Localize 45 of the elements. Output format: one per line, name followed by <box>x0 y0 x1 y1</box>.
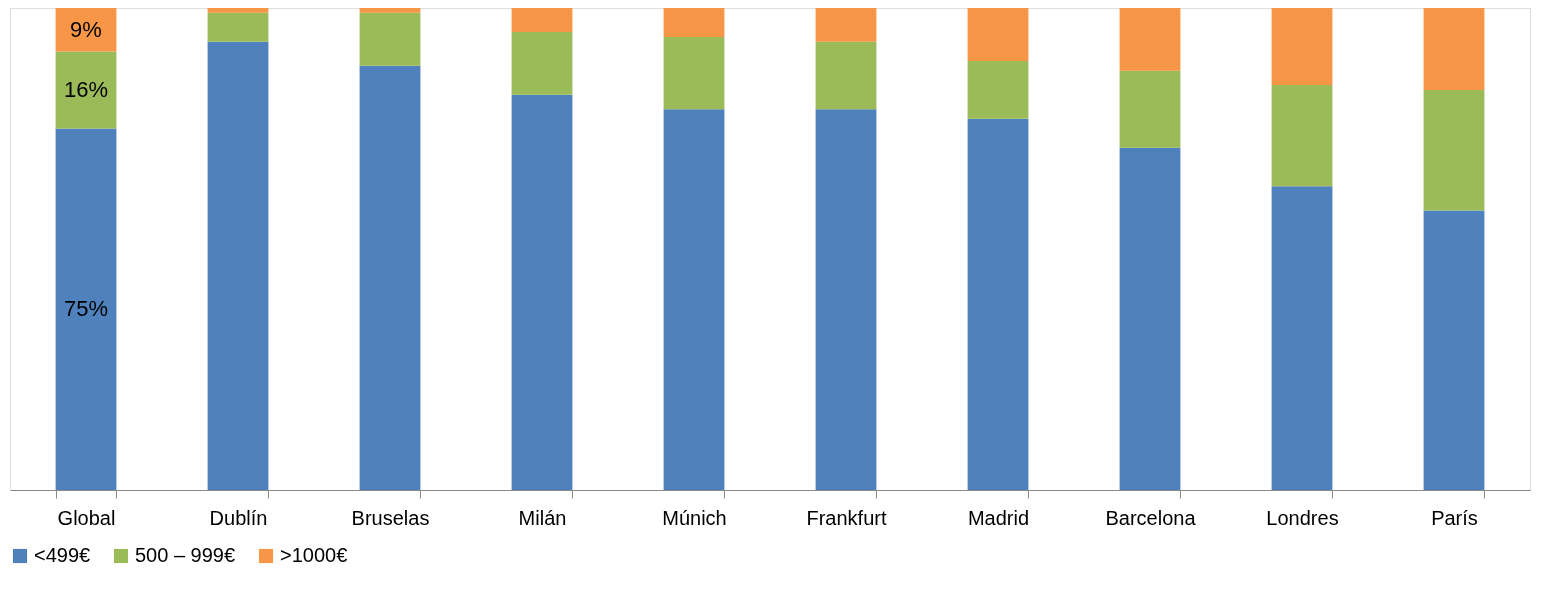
data-label: 9% <box>70 16 102 42</box>
legend-label: 500 – 999€ <box>135 544 236 566</box>
bar <box>815 109 877 490</box>
bar <box>359 8 421 13</box>
bar <box>1119 8 1181 71</box>
data-label: 75% <box>63 296 109 322</box>
bar <box>967 8 1029 62</box>
x-tick-label: Frankfurt <box>806 506 887 529</box>
bar <box>1423 210 1485 490</box>
bar <box>207 12 269 42</box>
x-tick-label: París <box>1431 506 1478 529</box>
x-tick-label: Bruselas <box>351 506 430 529</box>
legend-label: >1000€ <box>280 544 348 566</box>
x-tick-label: Milán <box>518 506 567 529</box>
bar <box>1271 8 1333 86</box>
bar <box>511 32 573 95</box>
bar <box>207 8 269 13</box>
bar <box>1271 85 1333 187</box>
bar <box>1423 89 1485 211</box>
x-tick-label: Dublín <box>209 506 268 529</box>
data-label: 16% <box>63 76 109 102</box>
x-tick-label: Múnich <box>662 506 727 529</box>
bar <box>55 128 117 490</box>
bar <box>1271 186 1333 490</box>
bar <box>1423 8 1485 90</box>
x-tick-label: Londres <box>1266 506 1339 529</box>
bar <box>1119 147 1181 490</box>
x-tick-label: Global <box>57 506 116 529</box>
bar <box>1119 70 1181 148</box>
bar <box>967 61 1029 119</box>
bar <box>815 41 877 110</box>
x-tick-label: Barcelona <box>1105 506 1197 529</box>
bar <box>359 65 421 490</box>
bar <box>511 94 573 490</box>
bar <box>359 12 421 66</box>
bar <box>663 109 725 490</box>
legend-label: <499€ <box>34 544 91 566</box>
bar <box>207 41 269 490</box>
x-tick-label: Madrid <box>967 506 1030 529</box>
bar <box>511 8 573 33</box>
bar <box>815 8 877 42</box>
bar <box>55 51 117 129</box>
bar <box>663 8 725 37</box>
bar <box>663 36 725 110</box>
bar <box>967 118 1029 490</box>
